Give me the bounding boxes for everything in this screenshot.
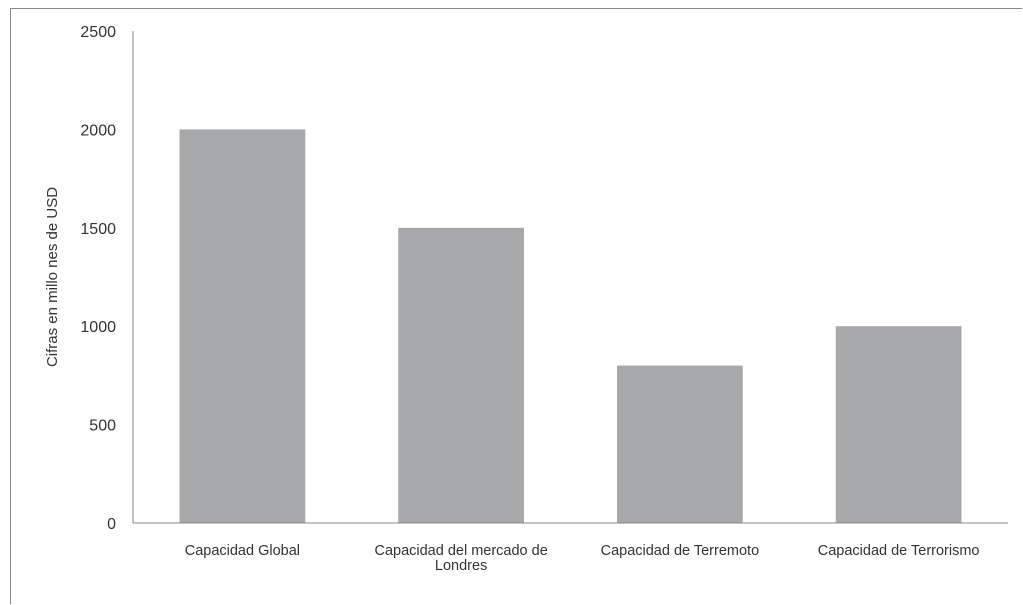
category-label-2: Capacidad de Terremoto bbox=[601, 543, 760, 559]
y-tick-label-0: 0 bbox=[107, 516, 116, 533]
y-tick-label-3: 1500 bbox=[80, 221, 116, 238]
category-labels: Capacidad Global Capacidad del mercado de… bbox=[185, 543, 980, 574]
bars bbox=[179, 129, 962, 524]
y-tick-label-5: 2500 bbox=[80, 24, 116, 41]
y-tick-label-2: 1000 bbox=[80, 319, 116, 336]
y-tick-labels: 0 500 1000 1500 2000 2500 bbox=[80, 24, 116, 533]
bar-2 bbox=[616, 365, 743, 523]
category-label-1: Capacidad del mercado de Londres bbox=[374, 543, 547, 574]
bar-1 bbox=[398, 227, 525, 524]
y-axis-title: Cifras en millo nes de USD bbox=[44, 187, 61, 367]
y-tick-label-1: 500 bbox=[89, 418, 116, 435]
category-label-3: Capacidad de Terrorismo bbox=[818, 543, 980, 559]
y-tick-label-4: 2000 bbox=[80, 122, 116, 139]
bar-0 bbox=[179, 129, 306, 523]
category-label-0: Capacidad Global bbox=[185, 543, 300, 559]
bar-3 bbox=[835, 326, 962, 523]
